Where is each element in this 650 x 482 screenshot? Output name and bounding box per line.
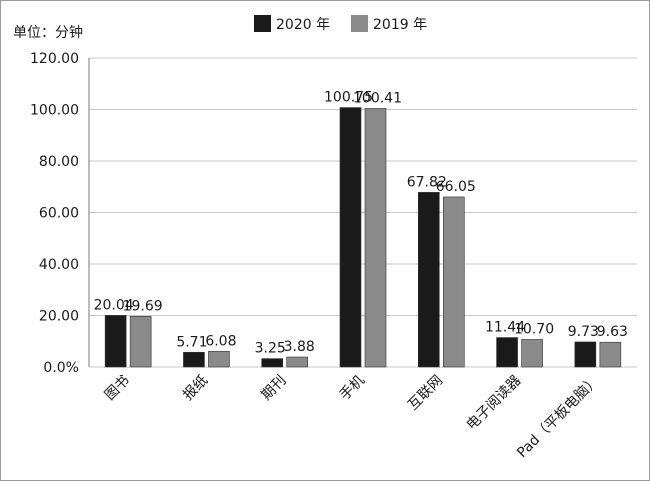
legend-swatch	[254, 15, 271, 32]
bar-2020	[417, 192, 440, 368]
x-category-label: 电子阅读器	[463, 372, 525, 434]
y-tick-label: 40.00	[39, 257, 79, 273]
bar-2019	[286, 356, 309, 368]
legend-swatch	[351, 15, 368, 32]
bars	[104, 107, 622, 368]
y-tick-label: 100.00	[30, 103, 79, 119]
data-label: 3.25	[255, 341, 286, 357]
unit-label: 单位：分钟	[13, 24, 83, 41]
data-label: 100.75	[324, 90, 373, 106]
y-tick-label: 0.0%	[43, 360, 79, 376]
x-category-label: 图书	[102, 373, 133, 404]
y-tick-label: 80.00	[39, 154, 79, 170]
bar-2020	[261, 358, 284, 368]
bar-2020	[339, 107, 362, 368]
bar-2020	[183, 351, 205, 368]
y-tick-label: 60.00	[39, 206, 79, 222]
bar-2020	[574, 341, 597, 368]
bar-2019	[208, 351, 230, 368]
x-category-label: Pad（平板电脑）	[514, 373, 603, 462]
data-label: 67.82	[407, 174, 447, 190]
x-category-label: 报纸	[180, 373, 211, 404]
legend-label: 2020 年	[276, 17, 330, 33]
legend-label: 2019 年	[373, 17, 427, 33]
bar-2019	[129, 315, 152, 368]
bar-2019	[599, 341, 622, 368]
data-label: 100.41	[353, 90, 402, 106]
bar-2019	[521, 339, 543, 368]
gridlines	[89, 57, 637, 368]
bar-2020	[104, 315, 127, 368]
x-category-label: 互联网	[405, 373, 446, 414]
bar-2020	[496, 337, 518, 368]
data-label: 19.69	[123, 298, 163, 314]
data-label: 3.88	[284, 339, 315, 355]
data-label: 20.04	[94, 297, 134, 313]
data-label: 10.70	[514, 321, 554, 337]
bar-2019	[364, 108, 387, 368]
data-label: 6.08	[205, 333, 236, 349]
x-category-label: 期刊	[258, 373, 289, 404]
y-axis-ticks: 0.0% 20.00 40.00 60.00 80.00 100.00 120.00	[30, 51, 79, 376]
data-label: 11.44	[485, 320, 525, 336]
x-category-label: 手机	[337, 373, 368, 404]
data-label: 9.73	[568, 324, 599, 340]
data-label: 9.63	[597, 324, 628, 340]
data-label: 66.05	[436, 179, 476, 195]
y-tick-label: 20.00	[39, 309, 79, 325]
data-label: 5.71	[176, 334, 207, 350]
y-tick-label: 120.00	[30, 51, 79, 67]
legend: 2020 年 2019 年	[254, 15, 427, 33]
bar-2019	[442, 196, 465, 368]
